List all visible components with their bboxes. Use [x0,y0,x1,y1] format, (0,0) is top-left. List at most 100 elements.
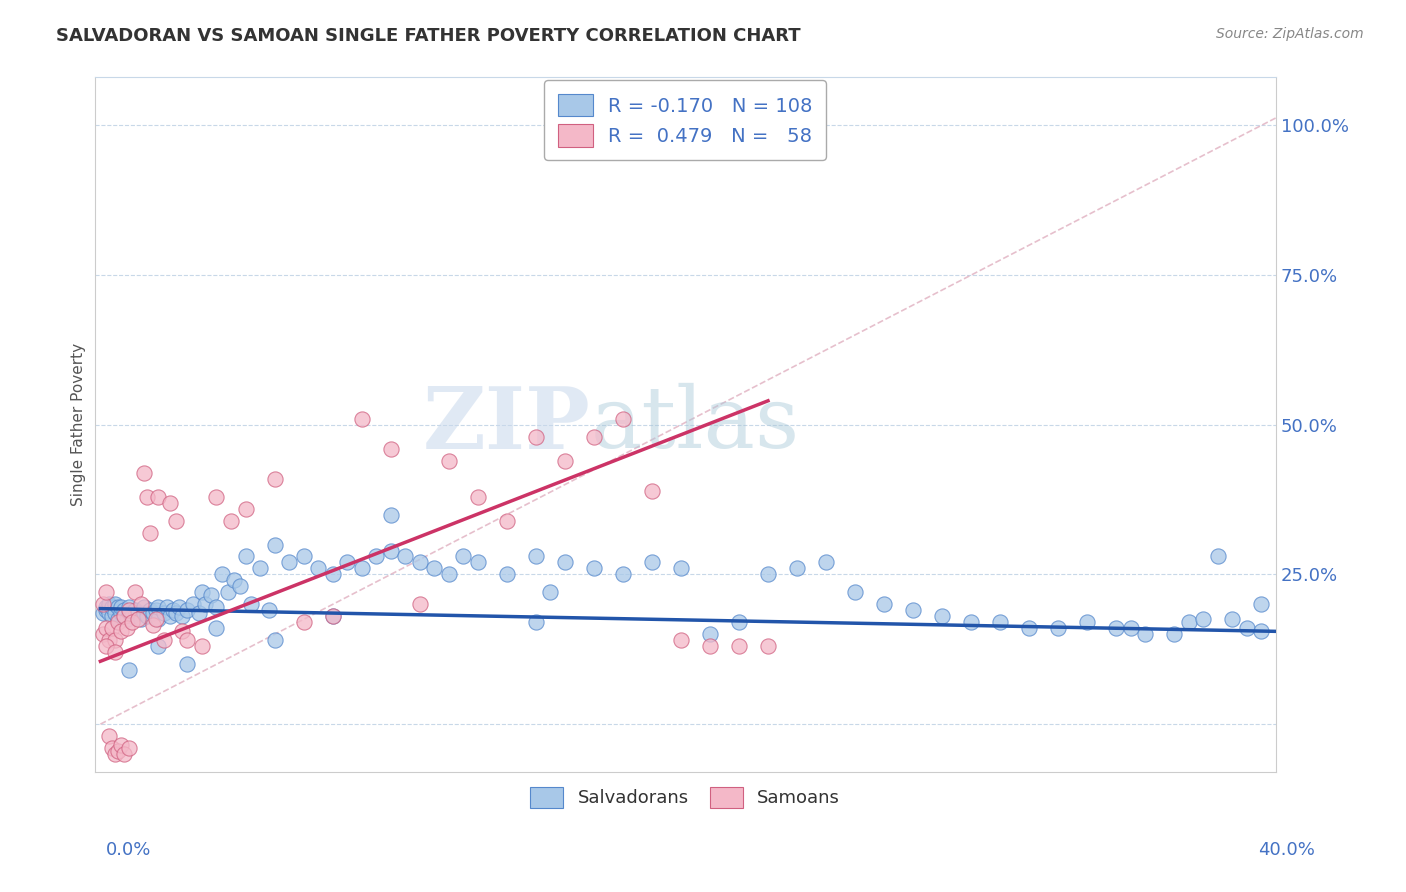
Point [495,514,517,528]
Point [554,556,576,570]
Point [124,603,146,617]
Point [118,741,141,756]
Point [118,603,141,617]
Point [98,729,121,743]
Point [191,640,214,654]
Text: 0.0%: 0.0% [105,840,150,858]
Point [127,607,149,621]
Point [1076,615,1098,630]
Y-axis label: Single Father Poverty: Single Father Poverty [72,343,86,507]
Point [194,598,217,612]
Point [107,615,129,630]
Point [960,615,983,630]
Point [112,609,135,624]
Point [641,556,664,570]
Point [931,609,953,624]
Point [101,741,124,756]
Point [148,640,170,654]
Point [263,633,285,648]
Point [91,607,114,621]
Point [524,430,547,444]
Point [145,603,167,617]
Point [129,612,152,626]
Point [240,598,263,612]
Point [118,600,141,615]
Point [107,600,129,615]
Point [188,607,211,621]
Point [121,609,143,624]
Point [104,645,127,659]
Point [380,508,402,522]
Text: atlas: atlas [591,384,800,467]
Point [98,607,121,621]
Point [110,607,132,621]
Point [394,549,416,564]
Point [263,472,285,486]
Point [104,598,127,612]
Text: 40.0%: 40.0% [1258,840,1315,858]
Point [115,621,138,635]
Legend: Salvadorans, Samoans: Salvadorans, Samoans [523,780,848,815]
Point [127,612,149,626]
Point [98,598,121,612]
Point [104,607,127,621]
Point [107,612,129,626]
Point [112,609,135,624]
Point [165,607,187,621]
Point [612,411,634,425]
Point [582,561,605,575]
Point [988,615,1011,630]
Point [115,612,138,626]
Point [524,615,547,630]
Point [118,607,141,621]
Point [129,598,152,612]
Point [176,633,198,648]
Point [467,556,489,570]
Point [1250,624,1272,639]
Point [138,525,160,540]
Point [292,549,315,564]
Point [756,567,779,582]
Point [148,490,170,504]
Point [135,609,157,624]
Point [200,589,222,603]
Point [96,640,118,654]
Point [1135,627,1157,641]
Point [1250,598,1272,612]
Point [322,609,344,624]
Point [110,600,132,615]
Point [142,618,165,632]
Point [96,621,118,635]
Point [699,640,721,654]
Point [669,633,692,648]
Point [1222,612,1244,626]
Point [205,621,228,635]
Point [249,561,271,575]
Point [219,514,242,528]
Point [756,640,779,654]
Point [110,624,132,639]
Point [104,747,127,761]
Point [380,543,402,558]
Point [336,556,359,570]
Text: SALVADORAN VS SAMOAN SINGLE FATHER POVERTY CORRELATION CHART: SALVADORAN VS SAMOAN SINGLE FATHER POVER… [56,27,801,45]
Point [1178,615,1201,630]
Point [292,615,315,630]
Point [408,598,430,612]
Point [612,567,634,582]
Point [669,561,692,575]
Point [162,603,184,617]
Point [366,549,388,564]
Point [205,490,228,504]
Point [901,603,924,617]
Text: Source: ZipAtlas.com: Source: ZipAtlas.com [1216,27,1364,41]
Point [524,549,547,564]
Point [167,600,190,615]
Point [423,561,446,575]
Point [96,600,118,615]
Point [1163,627,1185,641]
Point [132,600,155,615]
Point [1236,621,1258,635]
Point [350,561,373,575]
Point [278,556,301,570]
